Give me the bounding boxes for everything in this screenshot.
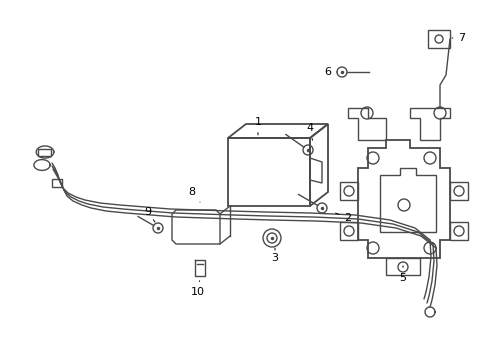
Bar [38, 149, 51, 156]
Bar [428, 30, 450, 48]
Text: 5: 5 [399, 266, 407, 283]
Bar [52, 179, 62, 187]
Bar [228, 138, 310, 206]
Text: 6: 6 [324, 67, 337, 77]
Text: 10: 10 [191, 281, 205, 297]
Text: 2: 2 [336, 213, 351, 223]
Text: 9: 9 [145, 207, 155, 222]
Text: 4: 4 [306, 123, 314, 140]
Text: 3: 3 [271, 248, 278, 263]
Text: 7: 7 [452, 33, 466, 43]
Text: 8: 8 [189, 187, 200, 202]
Text: 1: 1 [254, 117, 262, 135]
